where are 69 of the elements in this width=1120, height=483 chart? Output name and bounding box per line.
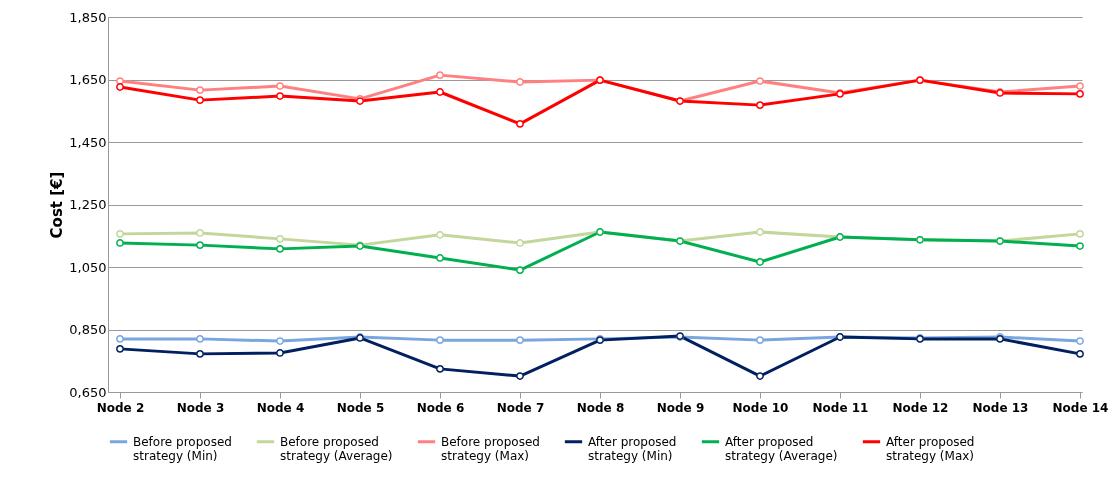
- point: [196, 334, 204, 343]
- legend-label: Before proposed strategy (Min): [133, 434, 232, 463]
- point: [756, 258, 764, 266]
- point: [1076, 242, 1084, 250]
- point: [516, 372, 524, 380]
- point: [196, 229, 204, 237]
- legend-label: After proposed strategy (Max): [886, 434, 975, 463]
- x-tick-label: Node 10: [732, 400, 789, 415]
- x-tick-label: Node 14: [1052, 400, 1109, 415]
- point: [516, 78, 524, 86]
- x-tick-label: Node 9: [656, 400, 705, 415]
- point: [756, 228, 764, 236]
- point: [436, 254, 444, 262]
- point: [516, 266, 524, 275]
- point: [116, 83, 124, 91]
- point: [196, 349, 204, 358]
- legend-label: After proposed strategy (Min): [588, 434, 677, 463]
- point: [276, 349, 284, 357]
- y-tick-label: 1,450: [69, 134, 107, 150]
- point: [756, 101, 764, 110]
- x-tick-label: Node 7: [496, 400, 545, 415]
- point: [116, 344, 124, 353]
- x-tick-label: Node 6: [416, 400, 465, 415]
- point: [756, 77, 764, 85]
- point: [516, 119, 524, 128]
- point: [276, 234, 284, 243]
- point: [756, 372, 764, 380]
- point: [436, 71, 444, 80]
- y-tick-label: 0,650: [69, 384, 107, 400]
- y-tick-label: 1,250: [69, 197, 107, 212]
- point: [116, 334, 124, 343]
- legend-label: Before proposed strategy (Average): [280, 434, 393, 463]
- point: [116, 239, 124, 247]
- point: [516, 336, 524, 345]
- point: [196, 86, 204, 95]
- y-tick-label: 1,050: [69, 259, 107, 275]
- y-axis-title: Cost [€]: [48, 171, 67, 239]
- point: [276, 82, 284, 90]
- point: [436, 88, 444, 96]
- x-tick-label: Node 3: [176, 400, 225, 415]
- point: [276, 337, 284, 345]
- point: [276, 92, 284, 100]
- point: [436, 230, 444, 239]
- x-tick-label: Node 8: [576, 400, 625, 415]
- point: [1076, 229, 1084, 238]
- y-tick-label: 1,650: [69, 72, 107, 87]
- x-tick-label: Node 13: [972, 400, 1029, 415]
- point: [1076, 82, 1084, 90]
- point: [116, 229, 124, 238]
- y-tick-label: 1,850: [69, 9, 107, 25]
- point: [1076, 349, 1084, 358]
- legend-label: Before proposed strategy (Max): [441, 434, 540, 463]
- x-tick-label: Node 5: [336, 400, 385, 415]
- point: [436, 336, 444, 345]
- x-tick-label: Node 4: [256, 400, 305, 415]
- point: [196, 96, 204, 105]
- legend-label: After proposed strategy (Average): [725, 434, 838, 463]
- x-tick-label: Node 2: [96, 400, 145, 415]
- x-tick-label: Node 12: [892, 400, 949, 415]
- point: [756, 336, 764, 345]
- point: [1076, 89, 1084, 98]
- point: [116, 77, 124, 85]
- point: [276, 244, 284, 253]
- point: [196, 241, 204, 250]
- point: [436, 364, 444, 373]
- x-tick-label: Node 11: [812, 400, 869, 415]
- point: [1076, 337, 1084, 345]
- y-tick-label: 0,850: [69, 322, 107, 337]
- point: [516, 239, 524, 247]
